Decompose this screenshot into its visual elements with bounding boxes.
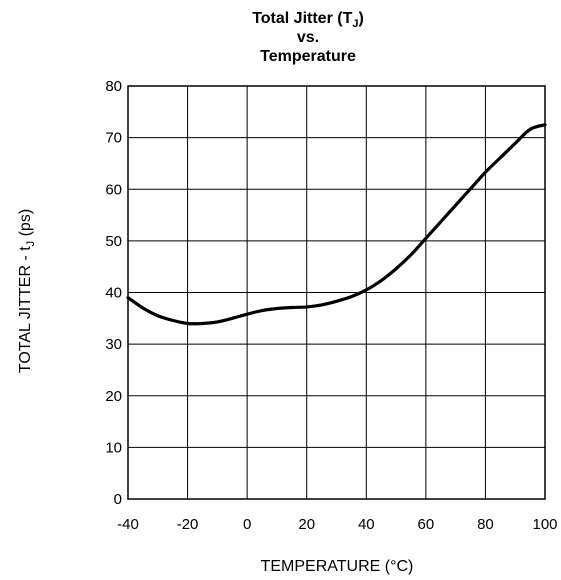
chart-title-line2: vs. bbox=[297, 29, 319, 46]
x-axis-ticks: -40 -20 0 20 40 60 80 100 bbox=[117, 516, 557, 533]
y-tick-label: 50 bbox=[105, 233, 122, 250]
y-tick-label: 60 bbox=[105, 181, 122, 198]
y-axis-label-prefix: TOTAL JITTER - t bbox=[17, 246, 34, 373]
chart-title-line3: Temperature bbox=[260, 48, 356, 65]
x-axis-label: TEMPERATURE (°C) bbox=[261, 558, 414, 575]
x-tick-label: -20 bbox=[177, 516, 199, 533]
y-tick-label: 80 bbox=[105, 78, 122, 95]
x-tick-label: 0 bbox=[243, 516, 251, 533]
x-tick-label: -40 bbox=[117, 516, 139, 533]
chart-title: Total Jitter (TJ) vs. Temperature bbox=[252, 10, 364, 65]
grid bbox=[127, 85, 546, 500]
chart-title-prefix: Total Jitter (T bbox=[252, 10, 352, 27]
y-axis-ticks: 0 10 20 30 40 50 60 70 80 bbox=[105, 78, 122, 508]
x-tick-label: 20 bbox=[298, 516, 315, 533]
y-tick-label: 0 bbox=[114, 491, 122, 508]
x-tick-label: 60 bbox=[418, 516, 435, 533]
y-axis-label-subscript: J bbox=[25, 241, 37, 247]
chart-title-subscript: J bbox=[352, 18, 358, 30]
y-tick-label: 40 bbox=[105, 285, 122, 302]
y-axis-label: TOTAL JITTER - tJ (ps) bbox=[17, 209, 37, 373]
chart-title-suffix: ) bbox=[358, 10, 363, 27]
y-tick-label: 30 bbox=[105, 336, 122, 353]
x-tick-label: 100 bbox=[532, 516, 557, 533]
x-tick-label: 80 bbox=[477, 516, 494, 533]
y-tick-label: 20 bbox=[105, 388, 122, 405]
y-axis-label-suffix: (ps) bbox=[17, 209, 34, 241]
series-line-total-jitter bbox=[126, 123, 547, 326]
chart-title-line1: Total Jitter (TJ) bbox=[252, 10, 364, 30]
x-tick-label: 40 bbox=[358, 516, 375, 533]
y-tick-label: 70 bbox=[105, 130, 122, 147]
plot-area-frame bbox=[127, 85, 546, 500]
y-tick-label: 10 bbox=[105, 439, 122, 456]
